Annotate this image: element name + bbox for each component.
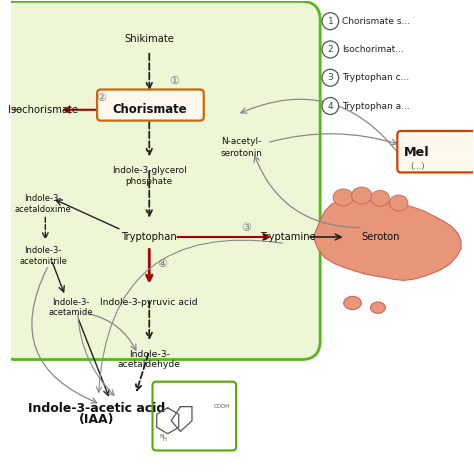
FancyBboxPatch shape: [97, 90, 204, 120]
Circle shape: [322, 98, 338, 115]
Text: (...): (...): [410, 162, 424, 171]
Text: Indole-3-acetic acid: Indole-3-acetic acid: [27, 402, 165, 416]
Text: Tryptophan: Tryptophan: [121, 232, 177, 242]
Text: Chorismate: Chorismate: [112, 103, 186, 116]
Text: Mel: Mel: [404, 146, 430, 159]
Text: Shikimate: Shikimate: [124, 34, 174, 44]
Text: ①: ①: [170, 75, 180, 85]
Text: Seroton: Seroton: [362, 232, 400, 242]
Ellipse shape: [371, 302, 385, 313]
Text: Indole-3-
acetamide: Indole-3- acetamide: [48, 298, 93, 318]
Text: Isochorismate: Isochorismate: [8, 105, 78, 115]
Text: 2: 2: [328, 45, 333, 54]
Circle shape: [322, 13, 338, 30]
Text: Chorismate s...: Chorismate s...: [342, 17, 410, 26]
Circle shape: [322, 41, 338, 58]
Text: Indole-3-glycerol
phosphate: Indole-3-glycerol phosphate: [112, 166, 187, 186]
Text: H: H: [162, 437, 166, 442]
Text: 3: 3: [328, 73, 333, 82]
Text: 1: 1: [328, 17, 333, 26]
Ellipse shape: [371, 191, 390, 206]
Text: ←: ←: [13, 105, 22, 115]
Text: N: N: [160, 434, 164, 438]
FancyBboxPatch shape: [0, 1, 320, 359]
Text: Indole-3-
acetonitrile: Indole-3- acetonitrile: [19, 246, 67, 265]
Text: Indole-3-
acetaldoxime: Indole-3- acetaldoxime: [15, 194, 72, 214]
Ellipse shape: [344, 296, 361, 310]
Ellipse shape: [333, 189, 354, 206]
FancyBboxPatch shape: [153, 382, 236, 450]
Text: Indole-3-pyruvic acid: Indole-3-pyruvic acid: [100, 299, 198, 308]
Text: COOH: COOH: [214, 404, 230, 409]
Ellipse shape: [390, 195, 408, 211]
Text: Tryptophan a...: Tryptophan a...: [342, 101, 410, 110]
Text: ④: ④: [157, 259, 167, 269]
Text: Tryptamine: Tryptamine: [260, 232, 316, 242]
Polygon shape: [313, 198, 461, 280]
Ellipse shape: [352, 187, 372, 204]
Text: Tryptophan c...: Tryptophan c...: [342, 73, 410, 82]
FancyBboxPatch shape: [397, 131, 474, 173]
Text: ③: ③: [241, 223, 251, 233]
Text: 4: 4: [328, 101, 333, 110]
Circle shape: [322, 69, 338, 86]
Text: Isochorimat...: Isochorimat...: [342, 45, 404, 54]
Text: (IAA): (IAA): [78, 413, 114, 426]
Text: ②: ②: [96, 93, 106, 103]
Text: N-acetyl-
serotonin: N-acetyl- serotonin: [221, 137, 263, 157]
Text: Indole-3-
acetaldehyde: Indole-3- acetaldehyde: [118, 350, 181, 369]
